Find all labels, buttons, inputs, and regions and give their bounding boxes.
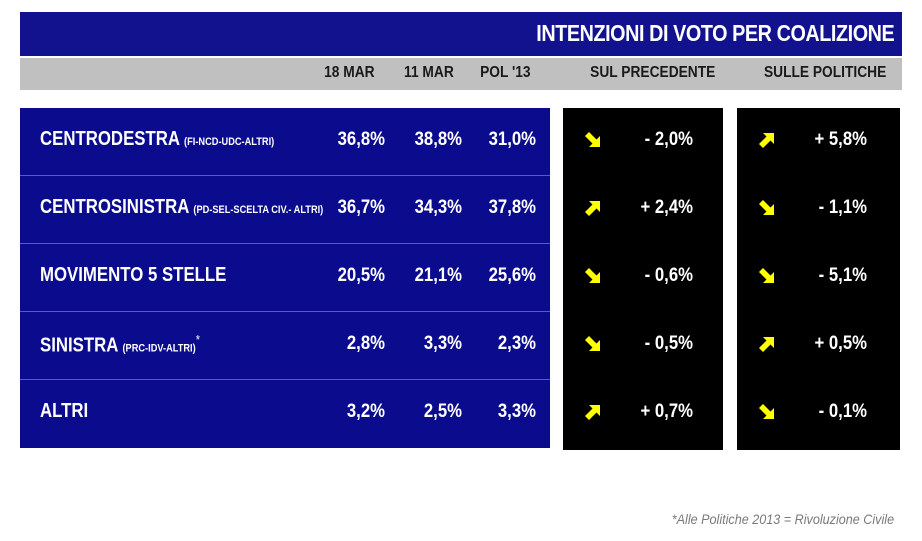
- delta-previous-row: + 0,7%: [563, 380, 723, 448]
- column-header-sulle-politiche: SULLE POLITICHE: [763, 64, 887, 81]
- value-11mar: 3,3%: [423, 333, 462, 354]
- column-header-sul-precedente: SUL PRECEDENTE: [590, 64, 716, 81]
- footnote: *Alle Politiche 2013 = Rivoluzione Civil…: [671, 511, 894, 527]
- footnote-marker: *: [195, 332, 200, 347]
- arrow-down-right-icon: [757, 402, 777, 427]
- coalition-name: CENTRODESTRA (FI-NCD-UDC-ALTRI): [40, 128, 274, 151]
- row-divider: [20, 243, 550, 244]
- column-header-11mar: 11 MAR: [404, 64, 454, 81]
- delta-previous-value: - 0,6%: [644, 265, 693, 286]
- coalition-detail: (PD-SEL-SCELTA CIV.- ALTRI): [193, 204, 324, 216]
- delta-previous-row: - 0,5%: [563, 312, 723, 380]
- value-11mar: 38,8%: [414, 129, 462, 150]
- value-11mar: 2,5%: [423, 401, 462, 422]
- coalition-name: ALTRI: [40, 400, 88, 423]
- row-divider: [20, 379, 550, 380]
- table-row: MOVIMENTO 5 STELLE 20,5% 21,1% 25,6%: [20, 244, 550, 312]
- delta-previous-row: - 0,6%: [563, 244, 723, 312]
- delta-politiche-row: + 5,8%: [737, 108, 900, 176]
- value-18mar: 36,7%: [337, 197, 385, 218]
- coalition-detail: (PRC-IDV-ALTRI): [122, 342, 196, 355]
- arrow-up-right-icon: [583, 198, 603, 223]
- row-divider: [20, 175, 550, 176]
- delta-politiche-row: - 1,1%: [737, 176, 900, 244]
- value-pol13: 3,3%: [497, 401, 536, 422]
- coalition-table: CENTRODESTRA (FI-NCD-UDC-ALTRI) 36,8% 38,8…: [20, 108, 550, 450]
- coalition-name: SINISTRA (PRC-IDV-ALTRI)*: [40, 332, 200, 358]
- delta-politiche-row: + 0,5%: [737, 312, 900, 380]
- title-bar: INTENZIONI DI VOTO PER COALIZIONE: [20, 12, 902, 56]
- column-header-18mar: 18 MAR: [324, 64, 375, 81]
- column-header-bar: 18 MAR 11 MAR POL '13 SUL PRECEDENTE SUL…: [20, 58, 902, 90]
- coalition-label: CENTROSINISTRA: [40, 196, 189, 218]
- coalition-name: CENTROSINISTRA (PD-SEL-SCELTA CIV.- ALTR…: [40, 196, 323, 219]
- arrow-down-right-icon: [583, 130, 603, 155]
- delta-previous-value: - 2,0%: [644, 129, 693, 150]
- table-row: ALTRI 3,2% 2,5% 3,3%: [20, 380, 550, 448]
- arrow-down-right-icon: [583, 266, 603, 291]
- coalition-detail: (FI-NCD-UDC-ALTRI): [184, 136, 275, 148]
- arrow-up-right-icon: [583, 402, 603, 427]
- arrow-down-right-icon: [757, 266, 777, 291]
- table-row: CENTROSINISTRA (PD-SEL-SCELTA CIV.- ALTR…: [20, 176, 550, 244]
- delta-previous-row: - 2,0%: [563, 108, 723, 176]
- value-pol13: 2,3%: [497, 333, 536, 354]
- arrow-up-right-icon: [757, 334, 777, 359]
- chart-title: INTENZIONI DI VOTO PER COALIZIONE: [535, 20, 894, 46]
- table-row: SINISTRA (PRC-IDV-ALTRI)* 2,8% 3,3% 2,3%: [20, 312, 550, 380]
- value-pol13: 25,6%: [488, 265, 536, 286]
- arrow-down-right-icon: [757, 198, 777, 223]
- value-pol13: 31,0%: [488, 129, 536, 150]
- coalition-label: CENTRODESTRA: [40, 128, 180, 150]
- table-row: CENTRODESTRA (FI-NCD-UDC-ALTRI) 36,8% 38,8…: [20, 108, 550, 176]
- arrow-down-right-icon: [583, 334, 603, 359]
- delta-previous-row: + 2,4%: [563, 176, 723, 244]
- coalition-label: ALTRI: [40, 400, 89, 422]
- value-18mar: 2,8%: [346, 333, 385, 354]
- value-11mar: 34,3%: [414, 197, 462, 218]
- value-18mar: 36,8%: [337, 129, 385, 150]
- column-header-pol13: POL '13: [480, 64, 531, 81]
- arrow-up-right-icon: [757, 130, 777, 155]
- delta-previous-panel: - 2,0% + 2,4% - 0,6% - 0,5% + 0,7%: [563, 108, 723, 450]
- delta-politiche-row: - 5,1%: [737, 244, 900, 312]
- delta-politiche-panel: + 5,8% - 1,1% - 5,1% + 0,5% - 0,1%: [737, 108, 900, 450]
- table-bottom-line: [20, 448, 550, 450]
- delta-politiche-value: - 1,1%: [818, 197, 867, 218]
- delta-politiche-value: - 0,1%: [818, 401, 867, 422]
- delta-previous-value: + 0,7%: [640, 401, 693, 422]
- row-divider: [20, 311, 550, 312]
- delta-politiche-value: + 5,8%: [814, 129, 867, 150]
- coalition-name: MOVIMENTO 5 STELLE: [40, 264, 226, 287]
- value-18mar: 3,2%: [346, 401, 385, 422]
- delta-politiche-row: - 0,1%: [737, 380, 900, 448]
- delta-previous-value: + 2,4%: [640, 197, 693, 218]
- delta-politiche-value: + 0,5%: [814, 333, 867, 354]
- coalition-label: SINISTRA: [40, 334, 118, 357]
- delta-previous-value: - 0,5%: [644, 333, 693, 354]
- delta-politiche-value: - 5,1%: [818, 265, 867, 286]
- value-11mar: 21,1%: [414, 265, 462, 286]
- value-pol13: 37,8%: [488, 197, 536, 218]
- value-18mar: 20,5%: [337, 265, 385, 286]
- coalition-label: MOVIMENTO 5 STELLE: [40, 264, 227, 286]
